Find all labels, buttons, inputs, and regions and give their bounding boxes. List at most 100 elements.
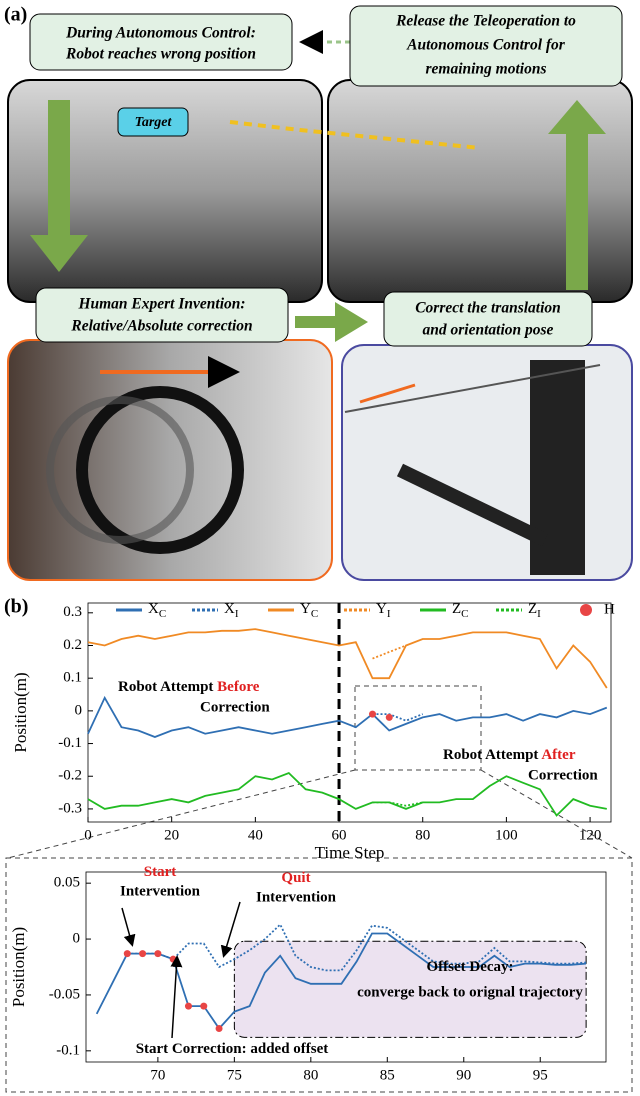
series-line xyxy=(372,713,424,722)
intervention-dot xyxy=(215,1024,223,1032)
intervention-dot xyxy=(184,1002,192,1010)
legend-label-main: X xyxy=(148,601,159,617)
panel-a-photos xyxy=(7,5,633,581)
x-tick-label: 80 xyxy=(303,1067,318,1083)
y-tick-label: -0.1 xyxy=(58,735,82,751)
x-tick-label: 0 xyxy=(84,827,92,843)
x-tick-label: 60 xyxy=(332,827,347,843)
annotation-text: Robot Attempt xyxy=(443,747,538,763)
legend-label: H xyxy=(604,601,615,617)
annotation: Correction xyxy=(528,767,598,783)
series-line xyxy=(87,628,608,689)
annotation: Start xyxy=(144,864,177,880)
panel-label: (a) xyxy=(4,4,27,26)
pointer-arrow xyxy=(121,907,136,947)
annotation-text: Offset Decay: xyxy=(426,959,513,975)
legend-label-sub: C xyxy=(461,608,468,620)
y-tick-label: 0.1 xyxy=(63,670,82,686)
zoom-guides xyxy=(5,685,633,1093)
intervention-dot xyxy=(123,950,131,958)
annotation-emphasis: Start xyxy=(144,864,177,880)
x-tick-label: 80 xyxy=(415,827,430,843)
legend-label-main: Y xyxy=(376,601,387,617)
plot-frame xyxy=(85,871,607,1063)
annotation-text: Robot Attempt xyxy=(118,679,213,695)
legend-label-sub: C xyxy=(159,608,166,620)
intervention-dot xyxy=(154,950,162,958)
x-tick-label: 40 xyxy=(248,827,263,843)
y-tick-label: 0.2 xyxy=(63,637,82,653)
x-tick-label: 70 xyxy=(150,1067,165,1083)
annotation: Start Correction: added offset xyxy=(136,1041,329,1057)
x-tick-label: 100 xyxy=(495,827,518,843)
legend-label-sub: I xyxy=(387,608,391,620)
legend-label: YC xyxy=(300,601,318,619)
series-line xyxy=(372,801,423,807)
y-tick-label: 0.05 xyxy=(54,875,80,891)
legend-label-main: X xyxy=(224,601,235,617)
box-text: Relative/Absolute correction xyxy=(70,318,252,335)
annotation: Quit xyxy=(281,870,310,886)
annotation-emphasis: After xyxy=(541,747,575,763)
legend-swatch xyxy=(580,604,592,616)
legend-label-main: Y xyxy=(300,601,311,617)
y-tick-label: -0.05 xyxy=(49,986,80,1002)
box-text: Robot reaches wrong position xyxy=(65,46,256,63)
annotation-emphasis: Before xyxy=(217,679,260,695)
y-tick-label: -0.3 xyxy=(58,800,82,816)
target-label: Target xyxy=(135,115,173,130)
y-tick-label: -0.2 xyxy=(58,768,82,784)
legend-label: ZI xyxy=(528,601,541,619)
pointer-arrow xyxy=(220,901,241,958)
annotation: Intervention xyxy=(120,883,201,899)
x-tick-label: 90 xyxy=(456,1067,471,1083)
x-tick-label: 120 xyxy=(579,827,602,843)
box-text: Human Expert Invention: xyxy=(77,296,245,313)
panel-label: (b) xyxy=(4,596,28,618)
intervention-dot xyxy=(200,1002,208,1010)
x-tick-label: 75 xyxy=(227,1067,242,1083)
legend-label: ZC xyxy=(452,601,469,619)
box-text: remaining motions xyxy=(425,61,546,78)
x-tick-label: 95 xyxy=(533,1067,548,1083)
box-text: Autonomous Control for xyxy=(406,37,566,54)
highlight-box xyxy=(233,940,587,1038)
series-line xyxy=(95,932,587,1030)
legend-label-main: Z xyxy=(528,601,537,617)
legend-label-main: Z xyxy=(452,601,461,617)
y-axis-title: Position(m) xyxy=(11,672,30,752)
intervention-dot xyxy=(369,710,377,718)
y-tick-label: 0 xyxy=(73,930,81,946)
annotation-emphasis: Quit xyxy=(281,870,310,886)
y-tick-label: -0.1 xyxy=(56,1042,80,1058)
legend-label-sub: I xyxy=(537,608,541,620)
series-line xyxy=(127,922,587,972)
annotation-text: Start Correction: added offset xyxy=(136,1041,329,1057)
intervention-dot xyxy=(139,950,147,958)
legend-label: YI xyxy=(376,601,391,619)
annotation: Robot Attempt After xyxy=(443,747,576,763)
series-line xyxy=(87,771,607,817)
x-tick-label: 85 xyxy=(380,1067,395,1083)
y-axis-title: Position(m) xyxy=(9,927,28,1007)
pointer-arrow xyxy=(170,955,183,1039)
x-axis-title: Time Step xyxy=(315,843,385,862)
box-text: During Autonomous Control: xyxy=(65,25,256,42)
annotation: converge back to orignal trajectory xyxy=(357,984,583,1000)
annotation: Offset Decay: xyxy=(426,959,513,975)
annotation: Correction xyxy=(200,699,270,715)
legend-label-sub: C xyxy=(311,608,318,620)
series-line xyxy=(87,695,608,738)
y-tick-label: 0.3 xyxy=(63,604,82,620)
box-text: Release the Teleoperation to xyxy=(395,13,576,30)
box-text: Correct the translation xyxy=(415,300,561,317)
box-text: and orientation pose xyxy=(423,322,554,339)
legend-label: XC xyxy=(148,601,166,619)
plot-frame xyxy=(87,602,612,823)
legend-label: XI xyxy=(224,601,239,619)
x-tick-label: 20 xyxy=(164,827,179,843)
intervention-dot xyxy=(169,955,177,963)
y-tick-label: 0 xyxy=(75,702,83,718)
annotation: Robot Attempt Before xyxy=(118,679,260,695)
